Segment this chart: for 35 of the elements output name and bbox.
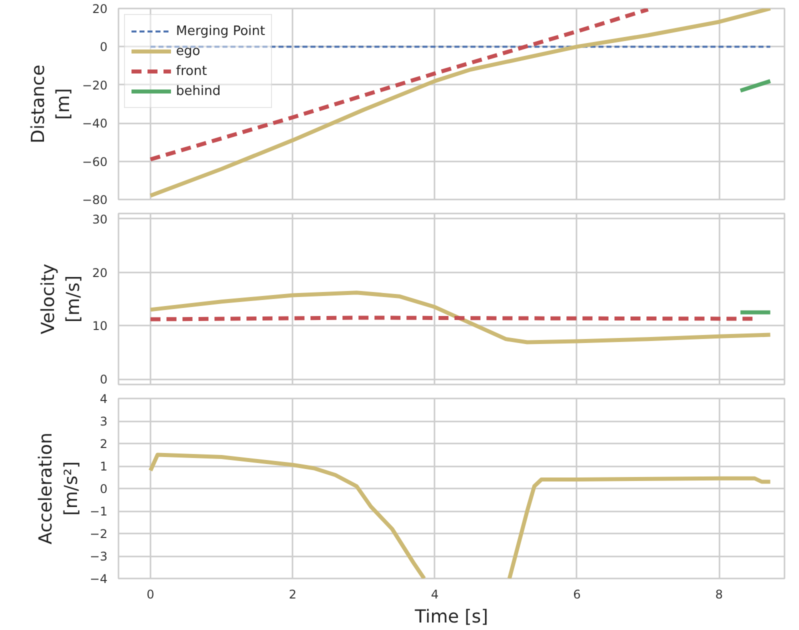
- y-tick-label: 2: [100, 437, 108, 451]
- x-tick-label: 8: [715, 588, 723, 602]
- y-tick-label: −2: [90, 527, 108, 541]
- x-tick-label: 2: [288, 588, 296, 602]
- y-axis-title: Velocity [m/s]: [38, 263, 84, 334]
- y-tick-label: 0: [100, 40, 108, 54]
- y-tick-label: −60: [82, 154, 108, 169]
- legend-label: front: [176, 64, 207, 78]
- y-tick-label: 30: [92, 212, 108, 226]
- y-tick-label: −1: [90, 504, 108, 518]
- legend-label: Merging Point: [176, 24, 266, 38]
- y-tick-label: −3: [90, 550, 108, 564]
- y-tick-label: 4: [100, 392, 108, 406]
- y-tick-label: 20: [92, 266, 108, 280]
- x-tick-label: 6: [573, 588, 581, 602]
- y-tick-label: 10: [92, 319, 108, 334]
- line-series: [148, 8, 772, 198]
- y-axis-title: Distance [m]: [28, 64, 74, 144]
- y-tick-label: 0: [100, 482, 108, 496]
- y-tick-label: −80: [82, 193, 108, 207]
- y-tick-label: −40: [82, 116, 108, 131]
- y-tick-label: −20: [82, 78, 108, 92]
- x-tick-label: 0: [146, 588, 154, 602]
- y-tick-label: 0: [100, 372, 108, 387]
- y-tick-label: 1: [100, 460, 108, 474]
- y-tick-label: −4: [90, 572, 108, 586]
- legend-label: behind: [176, 84, 221, 98]
- line-series: [148, 290, 772, 344]
- x-tick-label: 4: [430, 588, 439, 602]
- y-tick-label: 3: [100, 414, 108, 428]
- x-axis-title: Time [s]: [414, 606, 488, 628]
- legend-label: ego: [176, 44, 200, 58]
- line-series: [148, 8, 650, 162]
- y-tick-label: 20: [92, 2, 108, 16]
- y-axis-title: Acceleration [m/s²]: [36, 432, 82, 544]
